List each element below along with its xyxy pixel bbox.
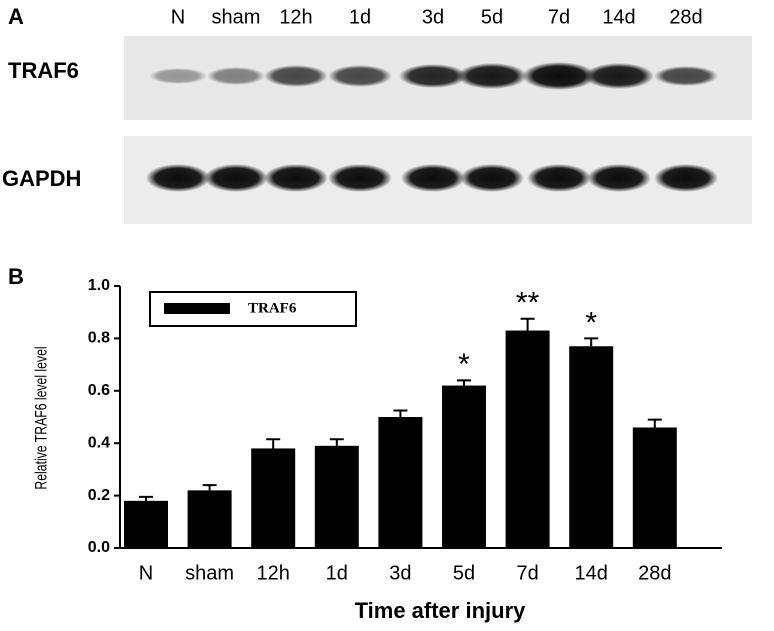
- band: [401, 164, 465, 192]
- band: [264, 65, 328, 87]
- bar: [314, 445, 359, 548]
- band: [264, 164, 328, 192]
- band: [457, 63, 527, 89]
- band: [146, 164, 210, 192]
- y-tick-label: 0.0: [88, 539, 110, 556]
- significance: *: [585, 306, 597, 339]
- bar: [124, 500, 168, 548]
- band: [654, 164, 718, 192]
- significance: *: [458, 348, 470, 381]
- lane-label: 7d: [548, 6, 570, 28]
- error-bar: [520, 317, 535, 331]
- band: [328, 164, 392, 192]
- x-tick-label: 5d: [453, 562, 475, 584]
- error-bar: [584, 337, 599, 347]
- legend-label: TRAF6: [248, 300, 297, 316]
- x-tick-label: sham: [185, 562, 234, 584]
- error-bar: [457, 379, 471, 386]
- panel-letter: A: [8, 4, 24, 29]
- y-tick-label: 0.8: [88, 330, 110, 347]
- error-bar: [139, 495, 153, 501]
- lane-label: 3d: [422, 6, 444, 28]
- error-bar: [329, 438, 344, 446]
- x-tick-label: 28d: [638, 562, 671, 584]
- error-bar: [266, 438, 281, 449]
- band: [149, 68, 207, 84]
- band: [584, 63, 654, 89]
- row-label: GAPDH: [2, 166, 81, 191]
- x-tick-label: 1d: [326, 562, 348, 584]
- band: [527, 164, 591, 192]
- lane-label: sham: [212, 6, 261, 28]
- legend-swatch: [164, 303, 230, 314]
- x-tick-label: N: [139, 562, 153, 584]
- band: [522, 62, 596, 90]
- y-axis-title: Relative TRAF6 level level: [33, 346, 51, 489]
- bar: [505, 330, 550, 548]
- x-tick-label: 7d: [516, 562, 538, 584]
- bar: [632, 427, 677, 548]
- band: [399, 64, 467, 88]
- lane-label: 14d: [602, 6, 635, 28]
- y-tick-label: 0.6: [88, 382, 110, 399]
- y-tick-label: 0.4: [88, 434, 110, 451]
- band: [654, 66, 718, 86]
- band: [587, 164, 651, 192]
- error-bar: [202, 484, 217, 491]
- x-tick-label: 14d: [575, 562, 608, 584]
- error-bar: [647, 418, 662, 428]
- lane-label: 28d: [669, 6, 702, 28]
- lane-label: 1d: [349, 6, 371, 28]
- bar: [251, 448, 296, 548]
- bar: [442, 385, 486, 548]
- band: [460, 164, 524, 192]
- bar: [187, 490, 232, 548]
- significance: **: [516, 287, 540, 320]
- bar: [378, 417, 423, 548]
- panel-letter: B: [8, 264, 24, 289]
- lane-label: 5d: [481, 6, 503, 28]
- band: [204, 164, 268, 192]
- error-bar: [393, 409, 408, 417]
- legend-box: [149, 291, 357, 327]
- y-tick-label: 1.0: [88, 277, 110, 294]
- bar: [569, 346, 614, 548]
- y-tick-label: 0.2: [88, 487, 110, 504]
- x-axis-title: Time after injury: [355, 598, 527, 623]
- lane-label: 12h: [279, 6, 312, 28]
- x-tick-label: 12h: [257, 562, 290, 584]
- lane-label: N: [171, 6, 185, 28]
- band: [207, 67, 265, 85]
- row-label: TRAF6: [8, 58, 79, 83]
- band: [328, 65, 392, 87]
- x-tick-label: 3d: [389, 562, 411, 584]
